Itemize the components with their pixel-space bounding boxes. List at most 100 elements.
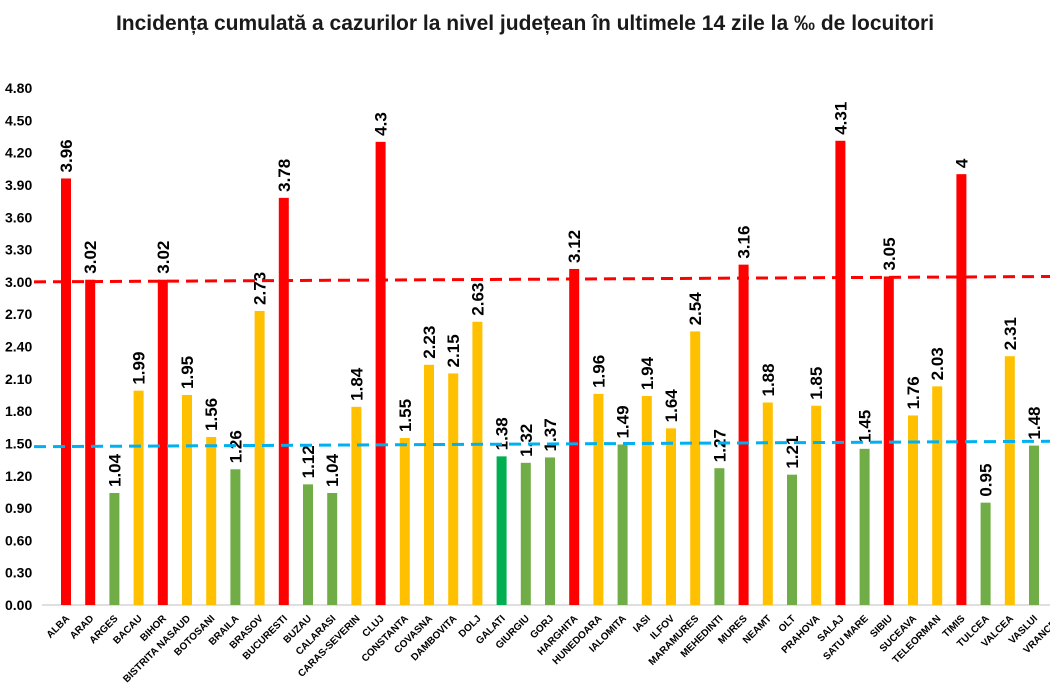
value-label: 1.04 xyxy=(323,453,342,487)
value-label: 3.96 xyxy=(57,139,76,172)
value-label: 1.96 xyxy=(589,355,608,388)
y-tick-label: 0.60 xyxy=(5,532,32,548)
bar-bihor xyxy=(157,279,168,605)
value-label: 1.95 xyxy=(178,356,197,389)
value-label: 1.55 xyxy=(396,399,415,432)
bar-timis xyxy=(956,174,967,605)
value-label: 1.99 xyxy=(130,352,149,385)
bar-sibiu xyxy=(883,276,894,605)
y-tick-label: 2.10 xyxy=(5,371,32,387)
bar-galati xyxy=(496,456,507,605)
value-label: 2.03 xyxy=(928,347,947,380)
y-tick-label: 4.80 xyxy=(5,80,32,96)
y-tick-label: 3.30 xyxy=(5,242,32,258)
bar-hunedoara xyxy=(593,393,604,605)
value-label: 1.37 xyxy=(541,418,560,451)
y-tick-label: 0.00 xyxy=(5,597,32,613)
bar-brasov xyxy=(254,310,265,605)
value-label: 1.48 xyxy=(1025,406,1044,439)
value-label: 4 xyxy=(952,158,971,168)
chart-title: Incidența cumulată a cazurilor la nivel … xyxy=(115,12,935,35)
bar-bucuresti xyxy=(278,197,289,606)
value-label: 1.94 xyxy=(638,356,657,390)
value-label: 1.04 xyxy=(105,453,124,487)
bar-constanta xyxy=(399,438,410,605)
value-label: 1.49 xyxy=(614,405,633,438)
value-label: 1.38 xyxy=(493,417,512,450)
bar-mehedinti xyxy=(714,468,725,605)
value-label: 1.12 xyxy=(299,445,318,478)
bar-gorj xyxy=(545,457,555,605)
value-label: 2.54 xyxy=(686,292,705,326)
bar-prahova xyxy=(811,405,822,605)
value-label: 4.3 xyxy=(372,112,391,136)
y-tick-label: 2.70 xyxy=(5,306,32,322)
bar-harghita xyxy=(569,268,580,605)
category-label: ALBA xyxy=(45,613,72,640)
bar-covasna xyxy=(424,364,434,605)
bar-neamt xyxy=(762,402,773,605)
value-label: 3.05 xyxy=(880,237,899,270)
bar-olt xyxy=(787,474,797,605)
value-label: 1.56 xyxy=(202,398,221,431)
y-tick-label: 3.60 xyxy=(5,209,32,225)
bar-suceava xyxy=(908,415,918,605)
reference-line xyxy=(33,274,1050,284)
bar-vaslui xyxy=(1029,445,1039,605)
bar-buzau xyxy=(303,484,313,605)
value-label: 1.85 xyxy=(807,367,826,400)
bar-ilfov xyxy=(666,428,676,605)
value-label: 1.45 xyxy=(856,410,875,443)
y-tick-label: 3.00 xyxy=(5,274,32,290)
y-tick-label: 4.50 xyxy=(5,112,32,128)
bar-dambovita xyxy=(448,373,459,605)
bar-tulcea xyxy=(980,502,991,605)
bar-giurgiu xyxy=(520,462,531,605)
value-label: 1.84 xyxy=(347,367,366,401)
bar-calarasi xyxy=(327,492,338,605)
category-label: OLT xyxy=(777,613,798,634)
value-label: 3.02 xyxy=(154,241,173,274)
bar-maramures xyxy=(690,331,701,605)
value-label: 3.16 xyxy=(735,226,754,259)
bar-arad xyxy=(85,279,96,605)
bar-salaj xyxy=(835,140,846,605)
value-label: 2.15 xyxy=(444,334,463,367)
value-label: 2.23 xyxy=(420,326,439,359)
bar-dolj xyxy=(472,321,483,605)
y-tick-label: 0.30 xyxy=(5,565,32,581)
value-label: 3.78 xyxy=(275,159,294,192)
bar-satu-mare xyxy=(859,448,870,605)
value-label: 2.63 xyxy=(468,283,487,316)
bar-arges xyxy=(109,492,120,605)
bar-caras-severin xyxy=(351,406,362,605)
value-label: 1.64 xyxy=(662,389,681,423)
value-label: 1.76 xyxy=(904,376,923,409)
value-label: 1.32 xyxy=(517,424,536,457)
value-label: 4.31 xyxy=(831,102,850,135)
value-label: 1.27 xyxy=(710,429,729,462)
y-tick-label: 2.40 xyxy=(5,339,32,355)
bar-alba xyxy=(61,178,71,605)
value-label: 2.31 xyxy=(1001,317,1020,350)
bar-braila xyxy=(230,469,241,605)
bar-iasi xyxy=(641,396,652,605)
value-label: 2.73 xyxy=(251,272,270,305)
value-label: 1.88 xyxy=(759,363,778,396)
bar-botosani xyxy=(206,436,217,605)
bar-mures xyxy=(738,264,749,605)
y-tick-label: 1.50 xyxy=(5,435,32,451)
y-tick-label: 4.20 xyxy=(5,145,32,161)
bar-ialomita xyxy=(617,444,628,605)
value-label: 3.12 xyxy=(565,230,584,263)
value-label: 0.95 xyxy=(977,464,996,497)
value-label: 3.02 xyxy=(81,241,100,274)
y-tick-label: 0.90 xyxy=(5,500,32,516)
bar-valcea xyxy=(1004,356,1015,605)
value-label: 1.21 xyxy=(783,436,802,469)
bar-bacau xyxy=(133,390,144,605)
y-tick-label: 1.80 xyxy=(5,403,32,419)
y-tick-label: 3.90 xyxy=(5,177,32,193)
bar-cluj xyxy=(375,141,386,605)
